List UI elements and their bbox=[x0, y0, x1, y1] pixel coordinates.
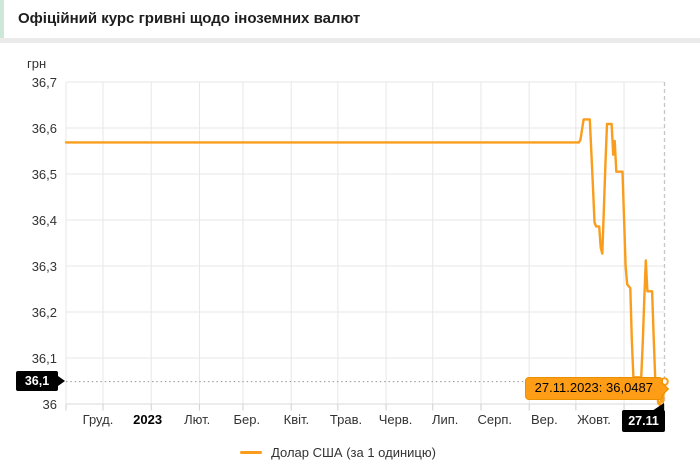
y-tick-label: 36,7 bbox=[31, 74, 57, 90]
x-tick-label: 2023 bbox=[133, 412, 163, 427]
legend-item-usd[interactable]: Долар США (за 1 одиницю) bbox=[0, 443, 688, 461]
y-tick-label: 36,1 bbox=[31, 350, 57, 366]
header-divider bbox=[0, 38, 700, 43]
y-tick-label: 36,4 bbox=[31, 212, 57, 228]
chart-tooltip-text: 27.11.2023: 36,0487 bbox=[534, 380, 653, 395]
y-tick-label: 36,2 bbox=[31, 304, 57, 320]
usd-rate-line[interactable] bbox=[64, 118, 666, 407]
crosshair-y-badge-arrow bbox=[58, 376, 65, 386]
y-tick-label: 36,5 bbox=[31, 166, 57, 182]
y-tick-label: 36,3 bbox=[31, 258, 57, 274]
x-tick-label: Груд. bbox=[82, 412, 114, 427]
legend-label: Долар США (за 1 одиницю) bbox=[271, 444, 436, 460]
x-tick-label: Лип. bbox=[431, 412, 459, 427]
chart-tooltip: 27.11.2023: 36,0487 bbox=[524, 377, 670, 400]
y-tick-label: 36,6 bbox=[31, 120, 57, 136]
page-header: Офіційний курс гривні щодо іноземних вал… bbox=[0, 0, 700, 38]
x-tick-label: Серп. bbox=[477, 412, 513, 427]
x-tick-label: Лют. bbox=[184, 412, 211, 427]
crosshair-y-value-badge: 36,1 bbox=[16, 371, 65, 391]
y-axis-title: грн bbox=[27, 56, 47, 71]
x-tick-label: Квіт. bbox=[283, 412, 310, 427]
y-tick-label: 36 bbox=[42, 396, 57, 412]
crosshair-x-badge-pointer bbox=[652, 403, 664, 411]
x-tick-label: Трав. bbox=[329, 412, 363, 427]
x-tick-label: Черв. bbox=[378, 412, 413, 427]
crosshair-y-value: 36,1 bbox=[24, 374, 50, 388]
crosshair-x-value: 27.11 bbox=[628, 414, 659, 428]
x-tick-label: Бер. bbox=[233, 412, 261, 427]
page-title: Офіційний курс гривні щодо іноземних вал… bbox=[18, 10, 361, 27]
x-tick-label: Вер. bbox=[531, 412, 558, 427]
crosshair-x-value-badge: 27.11 bbox=[622, 403, 665, 432]
x-tick-label: Жовт. bbox=[577, 412, 611, 427]
legend-line-swatch bbox=[240, 450, 263, 454]
